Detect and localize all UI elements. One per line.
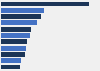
Bar bbox=[1, 20, 37, 25]
Bar bbox=[1, 33, 30, 38]
Bar bbox=[1, 1, 90, 6]
Bar bbox=[1, 52, 25, 57]
Bar bbox=[1, 27, 31, 32]
Bar bbox=[1, 39, 27, 44]
Bar bbox=[1, 65, 20, 70]
Bar bbox=[1, 8, 44, 13]
Bar bbox=[1, 14, 41, 19]
Bar bbox=[1, 58, 21, 63]
Bar bbox=[1, 46, 26, 51]
